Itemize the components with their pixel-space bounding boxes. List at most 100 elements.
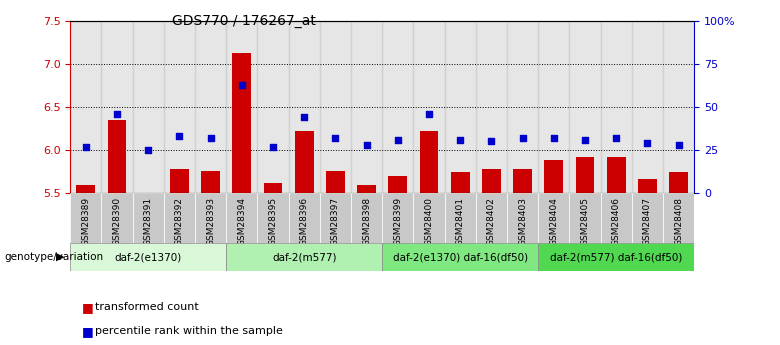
Point — [548, 135, 560, 141]
Text: daf-2(e1370) daf-16(df50): daf-2(e1370) daf-16(df50) — [392, 252, 528, 262]
Bar — [476, 193, 507, 243]
Bar — [507, 193, 538, 243]
Text: GSM28393: GSM28393 — [206, 197, 215, 246]
Bar — [170, 169, 189, 193]
Point — [204, 135, 217, 141]
Bar — [538, 21, 569, 193]
Bar — [257, 193, 289, 243]
Bar — [101, 193, 133, 243]
Text: GDS770 / 176267_at: GDS770 / 176267_at — [172, 14, 315, 28]
Point — [516, 135, 529, 141]
Bar — [351, 193, 382, 243]
Text: daf-2(e1370): daf-2(e1370) — [115, 252, 182, 262]
Bar — [638, 179, 657, 193]
Bar — [164, 21, 195, 193]
Point — [236, 82, 248, 87]
Bar — [133, 21, 164, 193]
Bar — [289, 21, 320, 193]
Bar — [133, 193, 164, 243]
Text: GSM28390: GSM28390 — [112, 197, 122, 246]
Bar — [669, 171, 688, 193]
Point — [485, 139, 498, 144]
Bar — [413, 21, 445, 193]
Point — [454, 137, 466, 142]
Bar — [382, 193, 413, 243]
Bar — [195, 21, 226, 193]
Bar — [632, 193, 663, 243]
Text: GSM28407: GSM28407 — [643, 197, 652, 246]
Point — [267, 144, 279, 149]
Text: GSM28398: GSM28398 — [362, 197, 371, 246]
Bar — [295, 131, 314, 193]
Text: GSM28394: GSM28394 — [237, 197, 246, 246]
Text: GSM28408: GSM28408 — [674, 197, 683, 246]
Point — [142, 147, 154, 153]
Bar — [576, 157, 594, 193]
Bar — [388, 176, 407, 193]
Text: GSM28389: GSM28389 — [81, 197, 90, 246]
Text: GSM28400: GSM28400 — [424, 197, 434, 246]
Point — [329, 135, 342, 141]
Point — [80, 144, 92, 149]
Bar — [507, 21, 538, 193]
Text: GSM28403: GSM28403 — [518, 197, 527, 246]
Text: GSM28397: GSM28397 — [331, 197, 340, 246]
Point — [360, 142, 373, 148]
Bar — [226, 243, 382, 271]
Bar — [663, 21, 694, 193]
Bar — [544, 160, 563, 193]
Bar — [76, 185, 95, 193]
Bar — [101, 21, 133, 193]
Text: GSM28405: GSM28405 — [580, 197, 590, 246]
Point — [111, 111, 123, 117]
Bar — [601, 193, 632, 243]
Bar — [538, 243, 694, 271]
Point — [641, 140, 654, 146]
Bar — [351, 21, 382, 193]
Bar — [326, 171, 345, 193]
Bar — [289, 193, 320, 243]
Text: GSM28401: GSM28401 — [456, 197, 465, 246]
Bar — [632, 21, 663, 193]
Bar — [601, 21, 632, 193]
Point — [173, 134, 186, 139]
Point — [672, 142, 685, 148]
Bar — [382, 21, 413, 193]
Bar — [320, 193, 351, 243]
Text: ■: ■ — [82, 300, 94, 314]
Text: GSM28406: GSM28406 — [612, 197, 621, 246]
Bar — [164, 193, 195, 243]
Bar — [451, 171, 470, 193]
Bar — [226, 21, 257, 193]
Text: transformed count: transformed count — [95, 302, 199, 312]
Bar — [320, 21, 351, 193]
Text: daf-2(m577): daf-2(m577) — [272, 252, 336, 262]
Bar — [569, 21, 601, 193]
Bar — [482, 169, 501, 193]
Bar — [226, 193, 257, 243]
Bar — [476, 21, 507, 193]
Bar — [382, 243, 538, 271]
Text: GSM28404: GSM28404 — [549, 197, 558, 246]
Point — [423, 111, 435, 117]
Text: ▶: ▶ — [56, 252, 65, 262]
Bar — [195, 193, 226, 243]
Bar — [413, 193, 445, 243]
Text: GSM28391: GSM28391 — [144, 197, 153, 246]
Bar — [569, 193, 601, 243]
Bar — [108, 120, 126, 193]
Point — [610, 135, 622, 141]
Bar — [445, 193, 476, 243]
Text: GSM28392: GSM28392 — [175, 197, 184, 246]
Text: GSM28402: GSM28402 — [487, 197, 496, 246]
Text: percentile rank within the sample: percentile rank within the sample — [95, 326, 283, 336]
Point — [392, 137, 404, 142]
Text: GSM28395: GSM28395 — [268, 197, 278, 246]
Bar — [607, 157, 626, 193]
Bar — [232, 53, 251, 193]
Bar — [70, 193, 101, 243]
Text: genotype/variation: genotype/variation — [4, 252, 103, 262]
Bar — [70, 243, 226, 271]
Bar — [357, 185, 376, 193]
Point — [579, 137, 591, 142]
